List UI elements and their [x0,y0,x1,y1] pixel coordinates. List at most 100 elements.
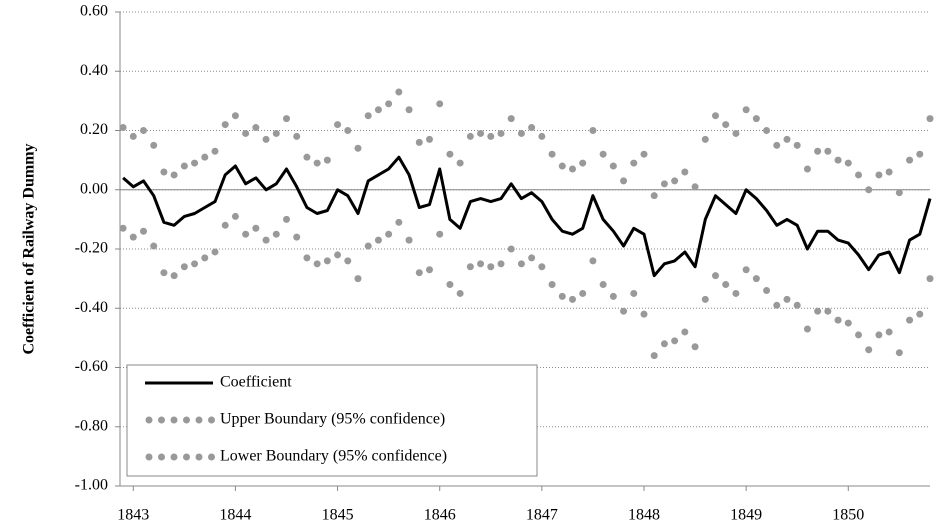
boundary-dot [773,301,781,309]
boundary-dot [170,272,178,280]
boundary-dot [824,147,832,155]
x-tick-label: 1848 [628,507,660,524]
boundary-dot [589,257,597,265]
boundary-dot [814,307,822,315]
boundary-dot [722,121,730,129]
boundary-dot [242,230,250,238]
boundary-dot [660,180,668,188]
boundary-dot [650,352,658,360]
legend-swatch [195,416,203,424]
boundary-dot [487,132,495,140]
boundary-dot [609,162,617,170]
boundary-dot [691,183,699,191]
boundary-dot [303,153,311,161]
boundary-dot [742,266,750,274]
boundary-dot [548,281,556,289]
boundary-dot [579,159,587,167]
boundary-dot [313,260,321,268]
boundary-dot [865,346,873,354]
boundary-dot [568,295,576,303]
y-tick-label: -0.80 [75,417,108,434]
legend-swatch [183,416,190,424]
boundary-dot [466,263,474,271]
boundary-dot [405,106,413,114]
boundary-dot [191,260,199,268]
boundary-dot [385,230,393,238]
boundary-dot [783,295,791,303]
boundary-dot [150,242,158,250]
legend-label: Coefficient [220,374,292,391]
boundary-dot [446,150,454,158]
boundary-dot [456,159,464,167]
boundary-dot [711,112,719,120]
boundary-dot [252,224,260,232]
boundary-dot [926,275,934,283]
boundary-dot [752,275,760,283]
boundary-dot [844,319,852,327]
boundary-dot [671,177,679,185]
boundary-dot [895,189,903,197]
boundary-dot [681,328,689,336]
boundary-dot [487,263,495,271]
y-tick-label: -0.40 [75,299,108,316]
boundary-dot [589,127,597,134]
boundary-dot [344,257,352,265]
legend-label: Lower Boundary (95% confidence) [220,448,447,465]
y-tick-label: 0.40 [80,62,108,79]
boundary-dot [844,159,852,167]
boundary-dot [436,100,444,108]
boundary-dot [354,275,362,283]
boundary-dot [834,316,842,324]
boundary-dot [793,141,801,149]
x-tick-label: 1850 [832,507,864,524]
boundary-dot [732,289,740,297]
boundary-dot [803,165,811,173]
boundary-dot [568,165,576,173]
boundary-dot [906,316,914,324]
legend-label: Upper Boundary (95% confidence) [220,411,445,428]
boundary-dot [272,230,280,238]
boundary-dot [538,263,546,271]
boundary-dot [558,162,566,170]
x-tick-label: 1847 [526,507,558,524]
boundary-dot [282,115,290,123]
boundary-dot [395,218,403,226]
boundary-dot [834,156,842,164]
boundary-dot [231,112,239,120]
boundary-dot [425,266,433,274]
boundary-dot [763,127,771,134]
legend-swatch [170,416,178,424]
boundary-dot [701,135,709,143]
boundary-dot [701,295,709,303]
boundary-dot [885,168,893,176]
boundary-dot [548,150,556,158]
legend-swatch [158,453,165,461]
y-tick-label: -1.00 [75,477,108,494]
y-tick-label: 0.20 [80,121,108,138]
boundary-dot [129,132,137,140]
boundary-dot [262,236,270,244]
boundary-dot [814,147,822,155]
boundary-dot [875,331,883,339]
x-tick-label: 1844 [219,507,251,524]
boundary-dot [170,171,178,179]
boundary-dot [415,269,423,277]
boundary-dot [681,168,689,176]
boundary-dot [793,301,801,309]
boundary-dot [211,147,219,155]
x-tick-label: 1849 [730,507,762,524]
boundary-dot [630,289,638,297]
boundary-dot [313,159,321,167]
boundary-dot [558,292,566,300]
boundary-dot [364,242,372,250]
boundary-dot [763,286,771,294]
boundary-dot [477,260,485,268]
legend-swatch [208,453,215,461]
boundary-dot [517,260,525,268]
boundary-dot [640,150,648,158]
y-tick-label: 0.60 [80,3,108,20]
boundary-dot [517,129,525,137]
boundary-dot [150,141,158,149]
boundary-dot [201,254,209,262]
